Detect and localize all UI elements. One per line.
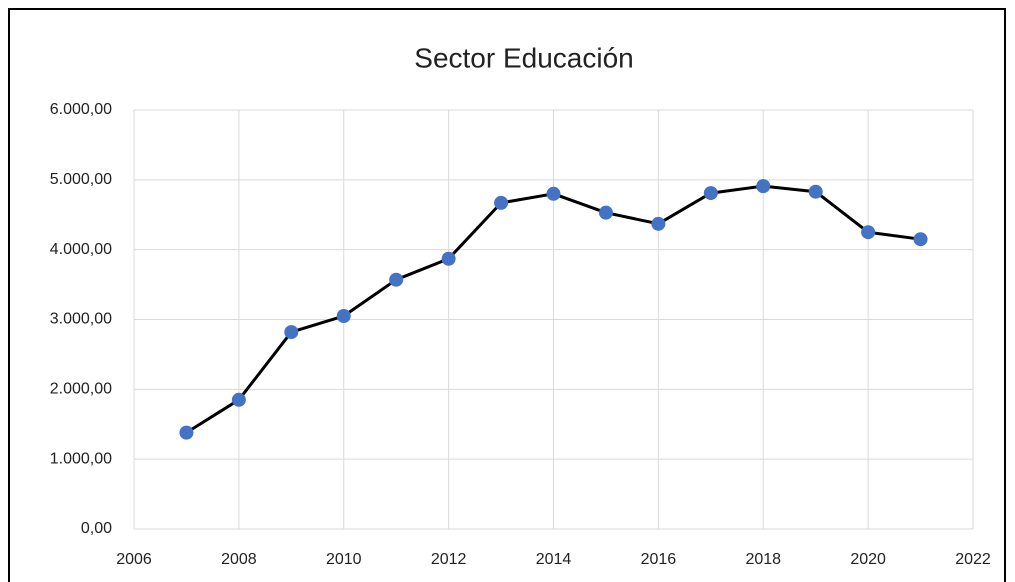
y-tick-label: 5.000,00: [50, 171, 112, 188]
data-point: [913, 232, 928, 247]
data-point: [284, 325, 299, 340]
data-point: [546, 186, 561, 201]
data-point: [703, 186, 718, 201]
y-tick-label: 6.000,00: [50, 101, 112, 118]
y-tick-label: 2.000,00: [50, 381, 112, 398]
data-point: [598, 205, 613, 220]
data-point: [756, 179, 771, 194]
data-point: [336, 309, 351, 324]
data-point: [389, 272, 404, 287]
chart-frame: [8, 8, 1006, 582]
data-point: [808, 184, 823, 199]
data-point: [651, 216, 666, 231]
x-tick-label: 2022: [955, 551, 991, 568]
y-tick-label: 0,00: [81, 520, 112, 537]
x-tick-label: 2020: [850, 551, 886, 568]
data-point: [441, 251, 456, 266]
data-point: [231, 392, 246, 407]
chart-title: Sector Educación: [414, 42, 633, 73]
x-tick-label: 2014: [536, 551, 572, 568]
data-point: [179, 425, 194, 440]
y-tick-label: 4.000,00: [50, 241, 112, 258]
data-point: [861, 225, 876, 240]
x-tick-label: 2018: [745, 551, 781, 568]
x-tick-label: 2008: [221, 551, 257, 568]
y-tick-label: 1.000,00: [50, 450, 112, 467]
y-tick-label: 3.000,00: [50, 311, 112, 328]
data-point: [494, 195, 509, 210]
x-tick-label: 2006: [116, 551, 152, 568]
x-tick-label: 2016: [641, 551, 677, 568]
x-tick-label: 2010: [326, 551, 362, 568]
x-tick-label: 2012: [431, 551, 467, 568]
